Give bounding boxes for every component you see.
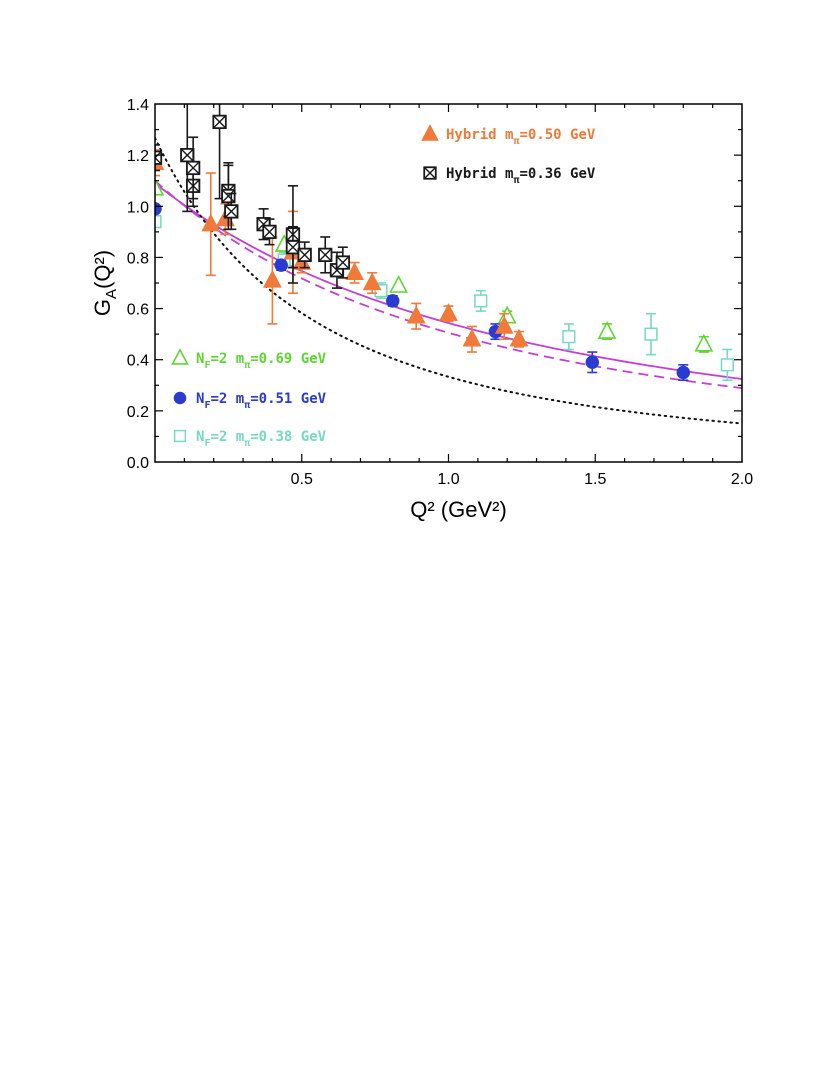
legend-label: NF=2 mπ=0.51 GeV [196, 391, 327, 411]
axes: 0.5 1.0 1.5 2.0 0.0 0.2 0.4 0.6 0.8 1.0 1.2 1.4 Q² (… [90, 97, 753, 522]
data-point [155, 215, 162, 229]
data-point [562, 323, 576, 351]
plot-area [155, 104, 742, 425]
y-tick-label: 1.0 [127, 199, 149, 216]
y-tick-label: 0.8 [127, 250, 149, 267]
data-point [597, 321, 617, 341]
x-axis-title: Q² (GeV²) [410, 497, 507, 522]
plot-frame [154, 103, 743, 463]
data-point [285, 225, 301, 269]
data-point [201, 172, 221, 277]
legend-label: Hybrid mπ=0.50 GeV [446, 127, 596, 147]
data-point [224, 192, 239, 231]
y-tick-label: 1.2 [127, 148, 149, 165]
data-point [720, 348, 734, 381]
data-point [335, 246, 350, 279]
data-point [212, 104, 227, 200]
y-tick-label: 1.4 [127, 97, 149, 114]
data-point [497, 305, 517, 324]
data-point [509, 328, 529, 348]
data-point [389, 274, 408, 293]
data-point [488, 323, 503, 341]
experiment-dotted [155, 137, 742, 425]
data-point [385, 294, 400, 308]
data-point [155, 144, 163, 172]
legend-label: NF=2 mπ=0.38 GeV [196, 429, 327, 449]
x-tick-label: 1.5 [584, 471, 606, 488]
legend-item: Hybrid mπ=0.36 GeV [423, 166, 596, 186]
data-point [462, 325, 482, 353]
dipole-fit-dashed [155, 180, 742, 390]
data-point [155, 177, 165, 196]
y-tick-label: 0.6 [127, 302, 149, 319]
data-point [262, 218, 277, 246]
x-tick-label: 0.5 [291, 471, 313, 488]
data-point [180, 104, 195, 213]
svg-text:GA(Q²): GA(Q²) [90, 250, 120, 316]
data-point [694, 333, 714, 353]
data-point [362, 271, 382, 295]
legend-label: NF=2 mπ=0.69 GeV [196, 351, 327, 371]
data-point [263, 236, 282, 325]
data-point [186, 136, 201, 200]
data-point [274, 258, 288, 272]
data-point [406, 302, 426, 330]
data-point [585, 351, 600, 374]
legend-item: NF=2 mπ=0.69 GeV [171, 348, 327, 371]
data-point [474, 289, 488, 312]
data-point [494, 312, 514, 341]
data-point [297, 241, 312, 269]
dipole-fit-solid [155, 182, 742, 380]
data-point [676, 364, 691, 381]
y-axis-title: GA(Q²) [90, 250, 120, 316]
y-tick-label: 0.0 [127, 455, 149, 472]
data-point [345, 261, 364, 284]
x-tick-label: 2.0 [731, 471, 753, 488]
legend-label: Hybrid mπ=0.36 GeV [446, 166, 596, 186]
x-tick-label: 1.0 [437, 471, 459, 488]
legend-item: NF=2 mπ=0.38 GeV [173, 429, 327, 449]
y-tick-label: 0.2 [127, 404, 149, 421]
data-point [644, 312, 658, 356]
data-point [439, 303, 458, 323]
legend-item: Hybrid mπ=0.50 GeV [421, 124, 596, 147]
data-point [318, 236, 333, 274]
y-tick-label: 0.4 [127, 353, 149, 370]
legend-item: NF=2 mπ=0.51 GeV [173, 391, 327, 411]
legend: Hybrid mπ=0.50 GeV Hybrid mπ=0.36 GeV NF=2… [171, 124, 596, 449]
